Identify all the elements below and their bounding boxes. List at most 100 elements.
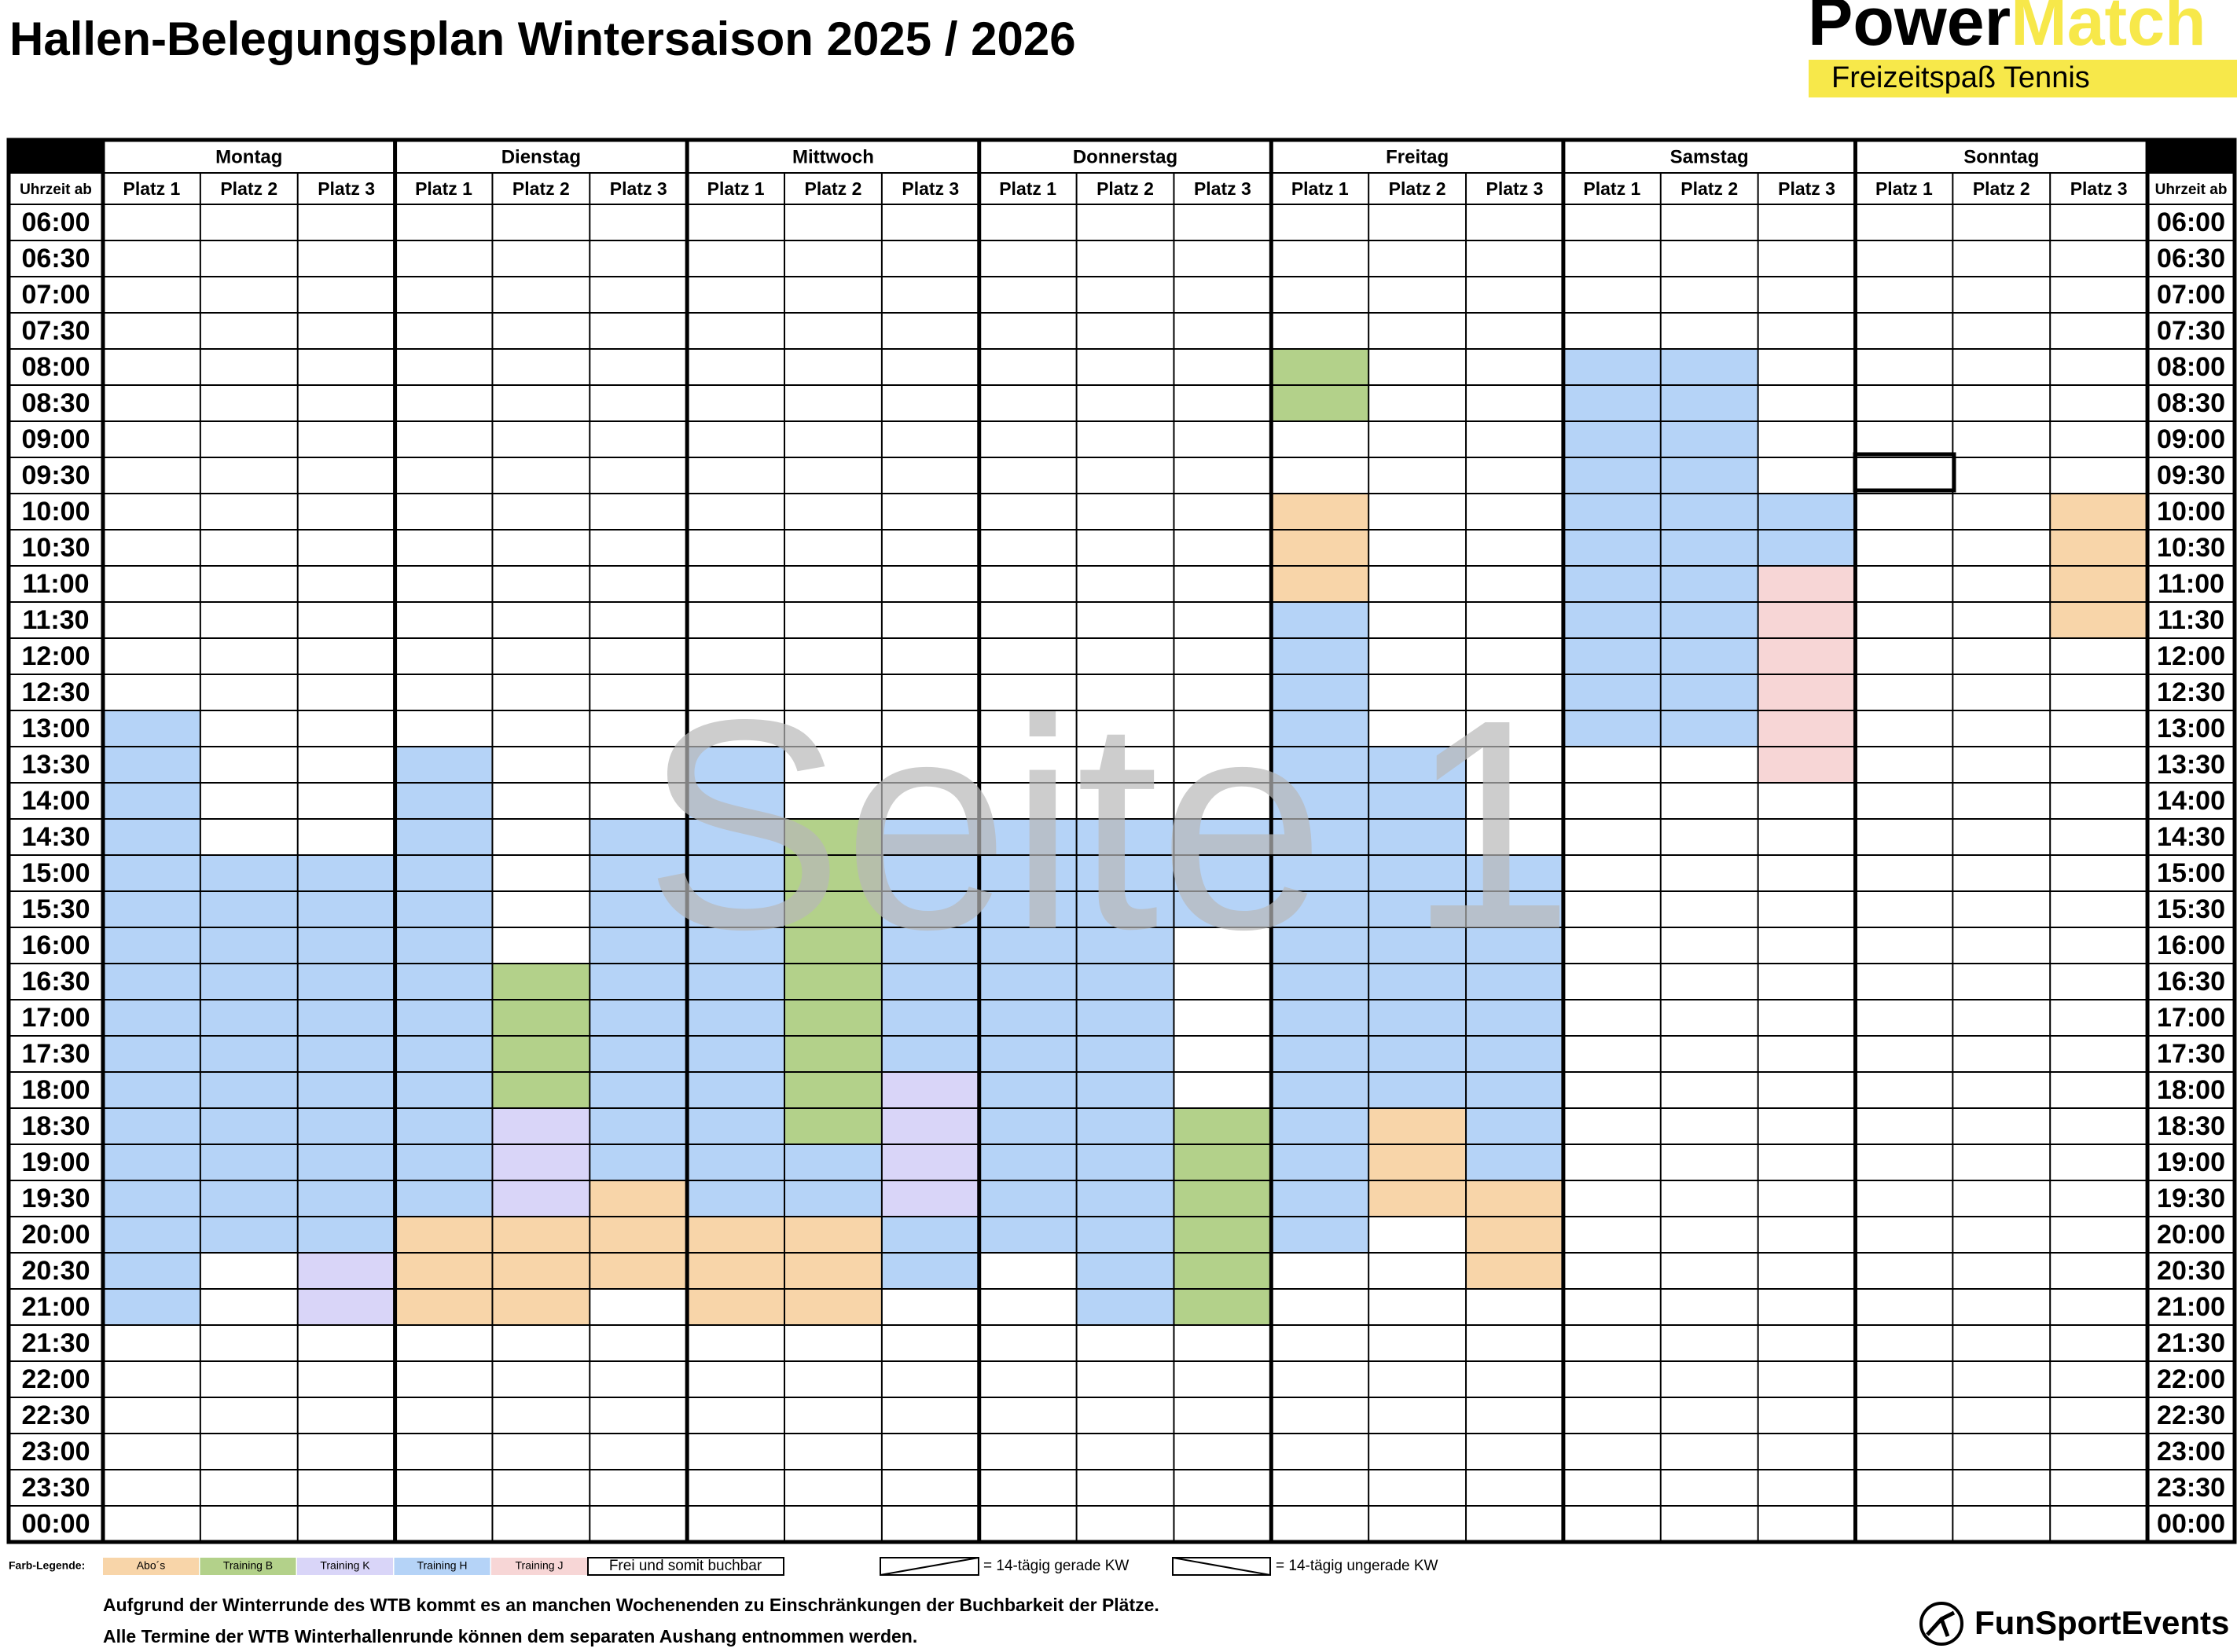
- booking: [687, 1217, 785, 1325]
- court-label: Platz 1: [1583, 178, 1640, 199]
- footer-logo: FunSportEvents: [1974, 1604, 2229, 1641]
- legend-swatch: [394, 1558, 490, 1575]
- footer-icon-figure: [1926, 1610, 1956, 1637]
- time-label: 06:30: [22, 244, 90, 273]
- time-label: 14:30: [22, 822, 90, 852]
- time-label: 18:00: [2157, 1075, 2225, 1105]
- time-label: 22:30: [22, 1401, 90, 1430]
- court-label: Platz 3: [610, 178, 667, 199]
- time-label: 17:00: [22, 1003, 90, 1033]
- time-header: Uhrzeit ab: [20, 182, 92, 198]
- legend-title: Farb-Legende:: [9, 1559, 85, 1572]
- legend-label: Training J: [516, 1559, 564, 1572]
- time-label: 16:00: [22, 931, 90, 960]
- time-label: 13:00: [2157, 714, 2225, 743]
- legend-label: Training B: [223, 1559, 273, 1572]
- time-label: 23:30: [2157, 1473, 2225, 1503]
- legend-odd: = 14-tägig ungerade KW: [1276, 1558, 1438, 1574]
- booking: [1174, 819, 1272, 927]
- court-label: Platz 3: [1486, 178, 1544, 199]
- logo-brand-b: Match: [2011, 0, 2206, 60]
- time-label: 07:30: [2157, 316, 2225, 346]
- logo-brand-a: Power: [1808, 0, 2011, 60]
- legend-free-box: [587, 1557, 784, 1576]
- time-label: 19:00: [22, 1147, 90, 1177]
- booking: [590, 1180, 688, 1289]
- time-label: 19:00: [2157, 1147, 2225, 1177]
- note: Alle Termine der WTB Winterhallenrunde k…: [103, 1626, 917, 1646]
- day-label: Freitag: [1386, 146, 1449, 167]
- legend-swatch: [297, 1558, 393, 1575]
- day-label: Mittwoch: [792, 146, 874, 167]
- time-label: 14:00: [2157, 786, 2225, 816]
- court-label: Platz 2: [805, 178, 862, 199]
- time-label: 19:30: [22, 1184, 90, 1213]
- time-label: 12:30: [22, 677, 90, 707]
- time-label: 16:30: [22, 967, 90, 997]
- court-label: Platz 2: [1973, 178, 2030, 199]
- booking: [1271, 494, 1369, 602]
- time-label: 17:00: [2157, 1003, 2225, 1033]
- labels: Montag Platz 1 Platz 2 Platz 3 Dienstag Platz…: [20, 146, 2227, 1539]
- day-label: Samstag: [1670, 146, 1749, 167]
- court-label: Platz 1: [1291, 178, 1349, 199]
- time-label: 10:00: [2157, 497, 2225, 527]
- legend-odd-box: [1172, 1557, 1271, 1576]
- corner: [2147, 140, 2235, 173]
- time-label: 13:00: [22, 714, 90, 743]
- time-label: 10:00: [22, 497, 90, 527]
- court-label: Platz 1: [999, 178, 1056, 199]
- time-label: 11:00: [22, 569, 89, 599]
- time-label: 09:00: [2157, 424, 2225, 454]
- time-label: 16:00: [2157, 931, 2225, 960]
- time-label: 08:00: [22, 352, 90, 382]
- time-label: 10:30: [2157, 533, 2225, 563]
- court-label: Platz 1: [707, 178, 765, 199]
- time-label: 21:30: [22, 1328, 90, 1358]
- booking: [1368, 1108, 1467, 1217]
- booking: [881, 819, 979, 1072]
- court-label: Platz 1: [415, 178, 472, 199]
- time-label: 14:30: [2157, 822, 2225, 852]
- logo-tagline: Freizeitspaß Tennis: [1831, 61, 2090, 94]
- time-label: 20:30: [22, 1256, 90, 1286]
- booking: [1660, 349, 1758, 747]
- legend-even: = 14-tägig gerade KW: [983, 1558, 1129, 1574]
- time-label: 14:00: [22, 786, 90, 816]
- time-label: 23:30: [22, 1473, 90, 1503]
- court-label: Platz 2: [1096, 178, 1154, 199]
- legend-free: Frei und somit buchbar: [609, 1558, 762, 1574]
- court-label: Platz 3: [318, 178, 375, 199]
- time-label: 08:00: [2157, 352, 2225, 382]
- time-label: 08:30: [22, 388, 90, 418]
- time-label: 20:30: [2157, 1256, 2225, 1286]
- legend-even-line: [880, 1557, 979, 1576]
- legend-swatch: [103, 1558, 199, 1575]
- booking: [103, 710, 200, 1325]
- day-label: Dienstag: [501, 146, 581, 167]
- day-label: Montag: [215, 146, 282, 167]
- time-label: 15:00: [22, 858, 90, 888]
- court-label: Platz 3: [1778, 178, 1835, 199]
- booking: [784, 1217, 882, 1325]
- time-label: 13:30: [22, 750, 90, 780]
- watermark: Seite 1: [644, 657, 1574, 991]
- time-label: 06:00: [2157, 207, 2225, 237]
- court-label: Platz 1: [1875, 178, 1933, 199]
- time-label: 13:30: [2157, 750, 2225, 780]
- time-label: 08:30: [2157, 388, 2225, 418]
- booking: [1563, 349, 1661, 747]
- time-label: 17:30: [22, 1039, 90, 1069]
- court-label: Platz 1: [123, 178, 180, 199]
- time-label: 07:30: [22, 316, 90, 346]
- time-label: 18:30: [2157, 1111, 2225, 1141]
- time-label: 00:00: [22, 1509, 90, 1539]
- time-label: 09:30: [22, 461, 90, 490]
- time-label: 12:00: [22, 641, 90, 671]
- time-label: 00:00: [2157, 1509, 2225, 1539]
- time-label: 11:30: [2158, 605, 2224, 635]
- time-label: 21:00: [2157, 1292, 2225, 1322]
- note: Aufgrund der Winterrunde des WTB kommt e…: [103, 1595, 1159, 1615]
